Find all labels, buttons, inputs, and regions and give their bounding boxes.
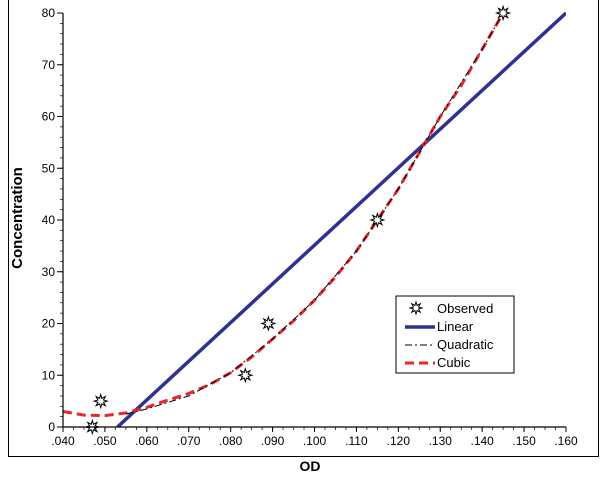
x-tick-label: .120 xyxy=(387,434,411,448)
y-tick-label: 40 xyxy=(42,213,56,227)
x-tick-label: .040 xyxy=(51,434,75,448)
y-tick-label: 10 xyxy=(42,368,56,382)
legend-observed-marker xyxy=(408,300,424,316)
x-tick-label: .130 xyxy=(429,434,453,448)
x-tick-label: .110 xyxy=(345,434,368,448)
observed-point xyxy=(369,211,386,229)
observed-point xyxy=(237,367,254,384)
x-tick-label: .080 xyxy=(219,434,243,448)
series-quadratic-line xyxy=(125,12,504,415)
y-tick-label: 0 xyxy=(48,420,55,434)
observed-point xyxy=(92,392,109,410)
legend-label-observed: Observed xyxy=(437,301,493,316)
y-tick-label: 30 xyxy=(42,265,56,279)
x-tick-label: .060 xyxy=(135,434,159,448)
y-tick-label: 60 xyxy=(42,110,56,124)
x-tick-label: .090 xyxy=(261,434,285,448)
axes: .040 .050 .060 .070 .080 .090 .100 .110 .120 .130… xyxy=(42,6,578,448)
x-tick-label: .050 xyxy=(93,434,117,448)
x-tick-label: .160 xyxy=(554,434,578,448)
x-axis-title: OD xyxy=(300,458,321,474)
series-linear-line xyxy=(116,11,566,427)
y-tick-label: 50 xyxy=(42,161,56,175)
y-axis-title: Concentration xyxy=(9,167,26,269)
legend: Observed Linear Quadratic Cubic xyxy=(395,295,515,374)
y-tick-label: 70 xyxy=(42,58,56,72)
y-tick-label: 80 xyxy=(42,6,56,20)
x-tick-label: .100 xyxy=(303,434,327,448)
legend-label-cubic: Cubic xyxy=(437,355,471,370)
chart-frame xyxy=(8,0,599,457)
y-tick-label: 20 xyxy=(42,317,56,331)
x-tick-label: .150 xyxy=(512,434,536,448)
x-tick-label: .140 xyxy=(470,434,494,448)
observed-point xyxy=(494,4,512,22)
x-tick-label: .070 xyxy=(177,434,201,448)
legend-label-linear: Linear xyxy=(437,319,474,334)
observed-point xyxy=(260,315,277,332)
series-layer xyxy=(63,4,566,436)
legend-label-quadratic: Quadratic xyxy=(437,337,494,352)
